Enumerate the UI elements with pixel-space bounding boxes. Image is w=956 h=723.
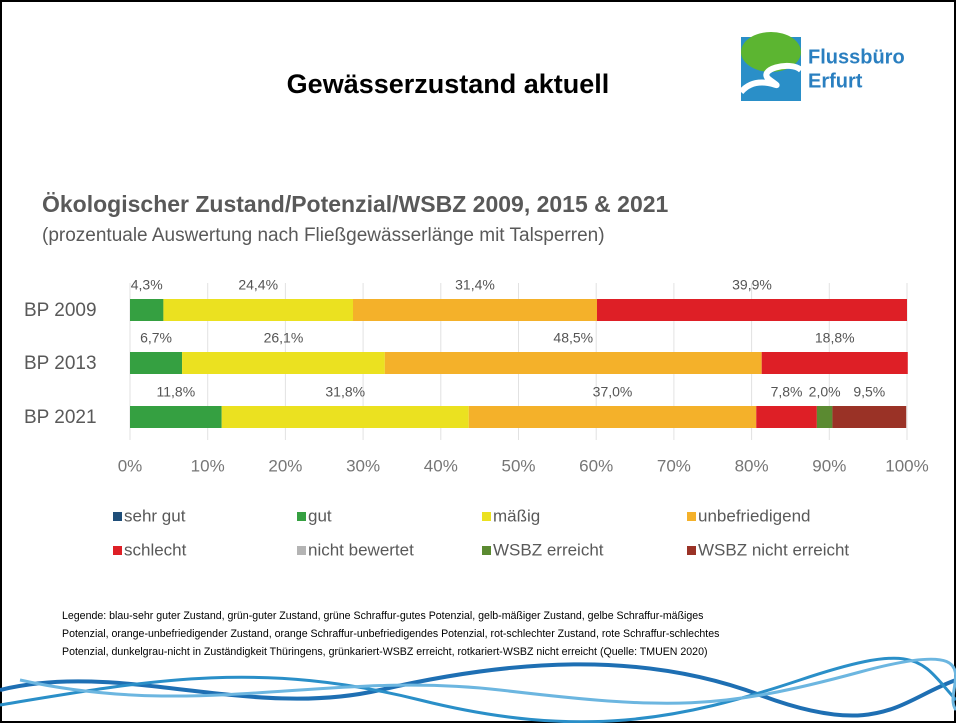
logo-text: Flussbüro	[808, 46, 905, 68]
legend-swatch	[297, 512, 306, 521]
legend-swatch	[297, 546, 306, 555]
data-label: 4,3%	[131, 277, 163, 293]
logo-text: Erfurt	[808, 70, 863, 92]
legend-swatch	[482, 546, 491, 555]
slide-title: Gewässerzustand aktuell	[287, 69, 610, 99]
chart-title: Ökologischer Zustand/Potenzial/WSBZ 2009…	[42, 191, 669, 217]
legend-label: WSBZ nicht erreicht	[698, 540, 849, 559]
x-tick-label: 80%	[735, 456, 769, 475]
y-tick-label: BP 2013	[24, 353, 97, 374]
logo: Flussbüro Erfurt	[738, 32, 905, 101]
x-tick-label: 20%	[268, 456, 302, 475]
bar-segment	[163, 299, 353, 321]
logo-tree	[741, 32, 801, 72]
footnote-line: Potenzial, orange-unbefriedigender Zusta…	[62, 628, 719, 640]
data-label: 9,5%	[853, 384, 885, 400]
data-label: 18,8%	[815, 330, 855, 346]
legend-label: WSBZ erreicht	[493, 540, 604, 559]
bar-segment	[761, 352, 908, 374]
footnote: Legende: blau-sehr guter Zustand, grün-g…	[62, 610, 719, 658]
legend-swatch	[113, 512, 122, 521]
legend-swatch	[687, 546, 696, 555]
footnote-line: Legende: blau-sehr guter Zustand, grün-g…	[62, 610, 703, 622]
chart-subtitle: (prozentuale Auswertung nach Fließgewäss…	[42, 225, 605, 246]
legend-label: nicht bewertet	[308, 540, 414, 559]
bar-segment	[384, 352, 762, 374]
legend-swatch	[687, 512, 696, 521]
bar-segment	[832, 406, 907, 428]
data-label: 39,9%	[732, 277, 772, 293]
data-label: 48,5%	[553, 330, 593, 346]
legend-label: mäßig	[493, 506, 540, 525]
legend-label: unbefriedigend	[698, 506, 810, 525]
footnote-line: Potenzial, dunkelgrau-nicht in Zuständig…	[62, 646, 708, 658]
x-tick-label: 90%	[812, 456, 846, 475]
data-label: 7,8%	[771, 384, 803, 400]
bar-segment	[596, 299, 907, 321]
data-label: 31,4%	[455, 277, 495, 293]
x-tick-label: 30%	[346, 456, 380, 475]
x-tick-label: 40%	[424, 456, 458, 475]
bar-segment	[130, 352, 183, 374]
y-tick-label: BP 2021	[24, 407, 97, 428]
x-tick-label: 100%	[885, 456, 928, 475]
data-label: 37,0%	[593, 384, 633, 400]
data-label: 6,7%	[140, 330, 172, 346]
data-label: 24,4%	[238, 277, 278, 293]
data-label: 31,8%	[325, 384, 365, 400]
bar-segment	[182, 352, 385, 374]
legend-swatch	[113, 546, 122, 555]
x-tick-label: 70%	[657, 456, 691, 475]
bar-segment	[816, 406, 833, 428]
x-tick-label: 0%	[118, 456, 143, 475]
x-tick-label: 10%	[191, 456, 225, 475]
bar-segment	[756, 406, 817, 428]
data-label: 11,8%	[157, 384, 196, 400]
bar-segment	[130, 406, 222, 428]
x-tick-label: 50%	[501, 456, 535, 475]
bar-segment	[352, 299, 597, 321]
legend-label: gut	[308, 506, 332, 525]
plot: 0% 10% 20% 30% 40% 50% 60% 70% 80% 90% 100% BP 2009…	[24, 277, 929, 560]
bar-segment	[130, 299, 164, 321]
data-label: 26,1%	[264, 330, 304, 346]
waves	[0, 656, 956, 723]
bar-segment	[468, 406, 757, 428]
legend-label: schlecht	[124, 540, 187, 559]
logo-river	[738, 62, 804, 95]
legend-label: sehr gut	[124, 506, 186, 525]
data-label: 2,0%	[809, 384, 841, 400]
y-tick-label: BP 2009	[24, 300, 97, 321]
x-tick-label: 60%	[579, 456, 613, 475]
legend-swatch	[482, 512, 491, 521]
bar-segment	[221, 406, 469, 428]
